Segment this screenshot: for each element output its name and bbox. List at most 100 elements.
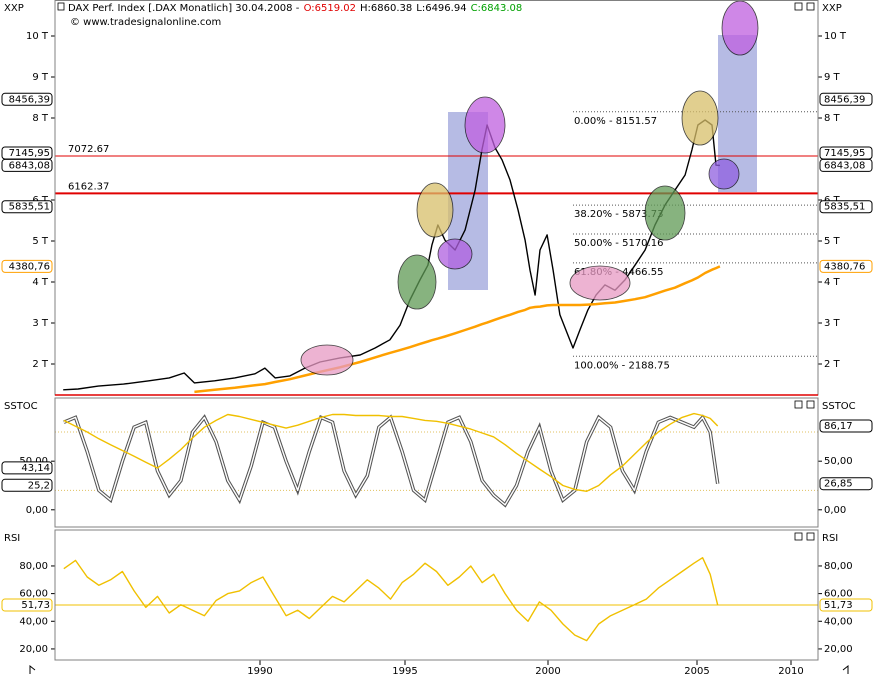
- fib-label: 38.20% - 5873.73: [574, 209, 663, 220]
- value-marker: [819, 200, 873, 214]
- y-tick-label: 10 T: [26, 31, 49, 42]
- value-marker: [1, 478, 53, 492]
- fib-label: 100.00% - 2188.75: [574, 360, 670, 371]
- y-tick-label: 9 T: [32, 72, 49, 83]
- series-icon[interactable]: [57, 2, 65, 11]
- value-marker-label: 6843,08: [9, 160, 50, 171]
- ellipse: [708, 158, 740, 190]
- value-marker: [819, 92, 873, 106]
- value-marker: [1, 92, 53, 106]
- window-buttons[interactable]: [57, 2, 815, 541]
- y-tick-label: 60,00: [19, 589, 48, 600]
- panel-frame: [54, 397, 819, 528]
- value-marker: [819, 477, 873, 491]
- ellipse: [721, 0, 759, 56]
- value-marker-label: 8456,39: [824, 94, 865, 105]
- fib-label: 0.00% - 8151.57: [574, 116, 657, 127]
- series-line: [63, 412, 719, 492]
- panel-title: SSTOC: [4, 401, 38, 412]
- close-button[interactable]: [806, 2, 815, 11]
- y-tick-label: 10 T: [824, 31, 847, 42]
- y-tick-label: 0,00: [26, 505, 48, 516]
- scroll-arrow[interactable]: [842, 664, 849, 674]
- quote-value: C:6843.08: [471, 3, 523, 14]
- panel-frame: [54, 529, 819, 661]
- close-button[interactable]: [806, 532, 815, 541]
- maximize-button[interactable]: [794, 400, 803, 409]
- y-tick-label: 4 T: [32, 277, 49, 288]
- value-marker-label: 7145,95: [9, 148, 50, 159]
- value-marker-label: 8456,39: [9, 94, 50, 105]
- y-tick-label: 5 T: [32, 236, 49, 247]
- ellipse: [397, 254, 437, 310]
- y-tick-label: 2 T: [824, 359, 841, 370]
- value-marker: [819, 419, 873, 433]
- x-tick-label: 1995: [392, 666, 417, 677]
- y-tick-label: 8 T: [824, 113, 841, 124]
- y-tick-label: 40,00: [19, 616, 48, 627]
- panel-title: RSI: [822, 533, 838, 544]
- y-tick-label: 60,00: [824, 589, 853, 600]
- value-marker-label: 5835,51: [824, 202, 865, 213]
- value-marker-label: 25,2: [28, 480, 50, 491]
- quote-value: O:6519.02: [304, 3, 356, 14]
- y-tick-label: 50,00: [824, 456, 853, 467]
- y-tick-label: 4 T: [824, 277, 841, 288]
- corner-label: XXP: [822, 3, 842, 14]
- source: © www.tradesignalonline.com: [70, 17, 221, 28]
- level-label: 7072.67: [68, 144, 109, 155]
- series-line: [63, 557, 719, 642]
- x-tick-label: 1990: [247, 666, 272, 677]
- value-marker-label: 7145,95: [824, 148, 865, 159]
- x-tick-label: 2010: [778, 666, 803, 677]
- x-tick-label: 2000: [535, 666, 560, 677]
- value-marker: [819, 158, 873, 172]
- title-text: DAX Perf. Index [.DAX Monatlich] 30.04.2…: [68, 3, 300, 14]
- value-marker-label: 6843,08: [824, 160, 865, 171]
- ellipses: [300, 0, 759, 376]
- ellipse: [300, 344, 354, 376]
- value-marker: [819, 598, 873, 612]
- value-marker-label: 43,14: [21, 463, 50, 474]
- ellipse: [569, 265, 631, 301]
- close-button[interactable]: [806, 400, 815, 409]
- ellipse: [681, 90, 719, 146]
- panel-title: SSTOC: [822, 401, 856, 412]
- y-tick-label: 3 T: [32, 318, 49, 329]
- chart-title: DAX Perf. Index [.DAX Monatlich] 30.04.2…: [68, 3, 522, 14]
- value-marker-label: 51,73: [21, 600, 50, 611]
- y-tick-label: 80,00: [19, 561, 48, 572]
- value-marker: [1, 259, 53, 273]
- panel-title: RSI: [4, 533, 20, 544]
- x-tick-label: 2005: [684, 666, 709, 677]
- ellipse: [644, 185, 686, 241]
- value-marker-label: 51,73: [824, 600, 853, 611]
- value-marker-label: 4380,76: [824, 261, 865, 272]
- ellipse: [464, 96, 506, 154]
- series-line: [63, 416, 719, 506]
- value-marker-label: 86,17: [824, 421, 853, 432]
- value-marker: [1, 598, 53, 612]
- y-tick-label: 8 T: [32, 113, 49, 124]
- y-tick-label: 3 T: [824, 318, 841, 329]
- y-tick-label: 5 T: [824, 236, 841, 247]
- value-marker-label: 4380,76: [9, 261, 50, 272]
- y-tick-label: 20,00: [19, 644, 48, 655]
- corner-label: XXP: [4, 3, 24, 14]
- value-marker-label: 26,85: [824, 479, 853, 490]
- ellipse: [437, 238, 473, 270]
- maximize-button[interactable]: [794, 2, 803, 11]
- ellipse: [416, 182, 454, 238]
- level-label: 6162.37: [68, 181, 109, 192]
- y-tick-label: 40,00: [824, 616, 853, 627]
- scroll-arrow[interactable]: [29, 664, 36, 674]
- value-marker: [1, 158, 53, 172]
- quote-value: H:6860.38: [360, 3, 412, 14]
- maximize-button[interactable]: [794, 532, 803, 541]
- y-tick-label: 2 T: [32, 359, 49, 370]
- value-marker-label: 5835,51: [9, 202, 50, 213]
- value-marker: [1, 200, 53, 214]
- value-marker: [1, 461, 53, 475]
- quote-value: L:6496.94: [416, 3, 466, 14]
